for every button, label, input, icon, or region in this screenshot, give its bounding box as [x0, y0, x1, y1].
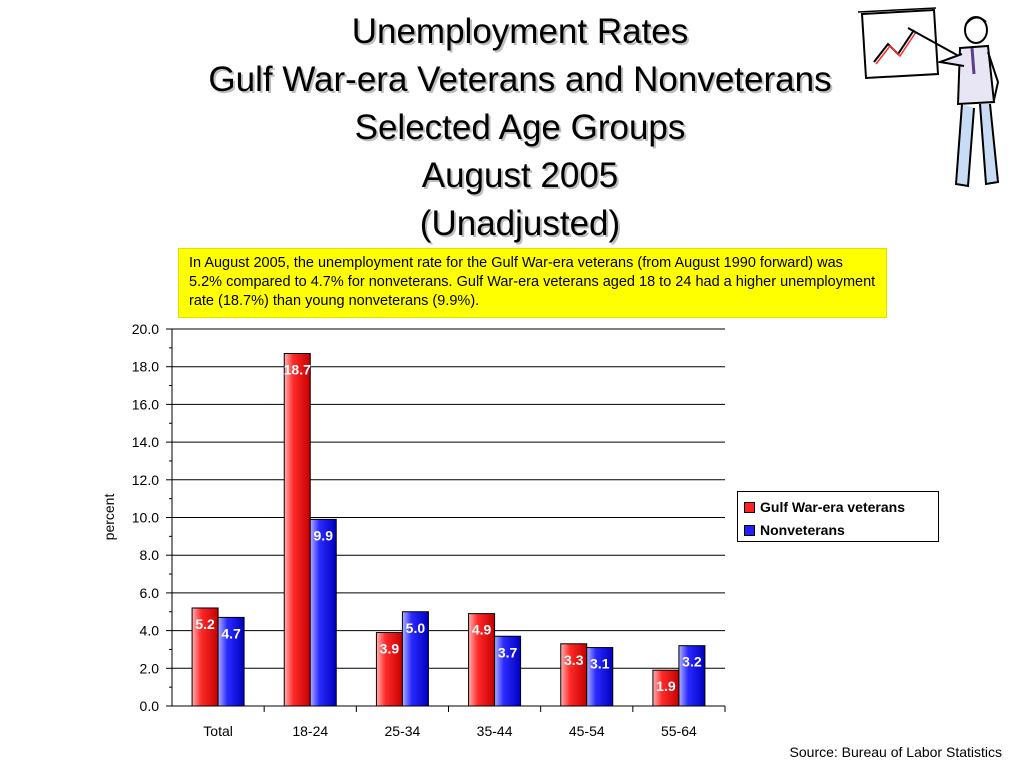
bar-veterans [560, 643, 588, 707]
bar-nonveterans [217, 616, 245, 707]
legend-item-veterans: Gulf War-era veterans [744, 497, 905, 517]
y-tick-label: 20.0 [132, 321, 159, 337]
data-label: 1.9 [656, 678, 676, 694]
legend-label-veterans: Gulf War-era veterans [760, 499, 905, 515]
y-tick-label: 10.0 [132, 510, 159, 526]
chart-legend: Gulf War-era veterans Nonveterans [737, 491, 939, 542]
legend-item-nonveterans: Nonveterans [744, 520, 845, 540]
chart-tick-labels: 0.0 2.0 4.0 6.0 8.0 10.0 12.0 14.0 16.0 18.0 20.0 T… [132, 321, 697, 739]
title-line-4: August 2005 [421, 156, 619, 195]
y-tick-label: 16.0 [132, 396, 159, 412]
x-tick-label: 18-24 [292, 723, 328, 739]
x-tick-label: 25-34 [385, 723, 421, 739]
x-tick-label: Total [203, 723, 233, 739]
legend-label-nonveterans: Nonveterans [760, 522, 845, 538]
data-label: 3.3 [564, 652, 584, 668]
title-line-1: Unemployment Rates [351, 12, 689, 51]
y-tick-label: 0.0 [140, 698, 160, 714]
bar-nonveterans [586, 647, 614, 707]
title-line-3: Selected Age Groups [354, 108, 686, 147]
chart-bars [191, 353, 706, 707]
data-label: 5.0 [406, 620, 426, 636]
data-label: 3.1 [590, 656, 610, 672]
data-label: 3.2 [682, 654, 702, 670]
title-line-5: (Unadjusted) [419, 204, 621, 243]
chart-gridlines [172, 328, 725, 669]
bar-nonveterans [309, 518, 337, 707]
x-tick-label: 35-44 [477, 723, 513, 739]
bar-veterans [652, 669, 680, 707]
y-tick-label: 2.0 [140, 660, 160, 676]
y-tick-label: 8.0 [140, 547, 160, 563]
chart-axes [166, 328, 726, 712]
bar-veterans [283, 353, 311, 707]
bar-veterans [375, 631, 403, 707]
slide-title: Unemployment Rates Gulf War-era Veterans… [130, 8, 910, 248]
y-tick-label: 12.0 [132, 472, 159, 488]
data-label: 9.9 [314, 527, 334, 543]
presenter-with-chart-icon [857, 7, 1000, 188]
y-tick-label: 14.0 [132, 434, 159, 450]
y-tick-label: 6.0 [140, 585, 160, 601]
chart-data-labels: 5.2 4.7 18.7 9.9 3.9 5.0 4.9 3.7 3.3 3.1 1.9 3.2 [195, 362, 702, 695]
data-label: 3.9 [380, 640, 400, 656]
data-label: 4.7 [221, 625, 241, 641]
bar-veterans [468, 613, 496, 707]
data-label: 5.2 [195, 616, 215, 632]
data-label: 18.7 [284, 362, 311, 378]
y-axis-label: percent [101, 494, 117, 541]
bar-nonveterans [494, 635, 522, 707]
bar-veterans [191, 607, 219, 707]
data-label: 4.9 [472, 622, 492, 638]
legend-swatch-nonveterans [744, 524, 755, 536]
x-tick-label: 45-54 [569, 723, 605, 739]
source-note: Source: Bureau of Labor Statistics [789, 744, 1002, 760]
bar-nonveterans [401, 611, 429, 707]
x-tick-label: 55-64 [661, 723, 697, 739]
y-tick-label: 18.0 [132, 359, 159, 375]
y-tick-label: 4.0 [140, 623, 160, 639]
summary-callout: In August 2005, the unemployment rate fo… [178, 248, 887, 318]
bar-nonveterans [678, 645, 706, 707]
legend-swatch-veterans [744, 501, 755, 513]
title-line-2: Gulf War-era Veterans and Nonveterans [208, 60, 832, 99]
data-label: 3.7 [498, 644, 518, 660]
